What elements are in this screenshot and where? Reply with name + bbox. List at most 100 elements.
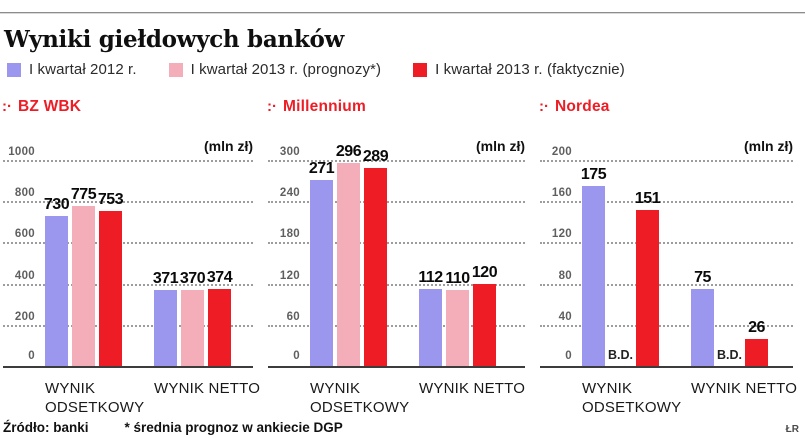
top-rule <box>0 12 805 14</box>
grid-line <box>3 283 253 286</box>
bar <box>45 215 68 366</box>
category-labels: WYNIK ODSETKOWY WYNIK NETTO <box>265 380 537 418</box>
bar-slot: 151 <box>635 138 661 366</box>
tick-label: 180 <box>279 228 300 241</box>
bar <box>636 210 659 366</box>
bar-group: 175 B.D. 151 <box>580 138 663 366</box>
panel-title: Nordea <box>555 98 610 115</box>
grid-line <box>540 324 793 327</box>
bar-value-label: 374 <box>206 268 233 286</box>
bar-slot: 112 <box>418 138 443 366</box>
chart-area: (mln zł) 1000 800 600 400 200 0 730 775 753 371 370… <box>0 138 265 368</box>
panel-header: :· BZ WBK <box>0 98 265 118</box>
tick-label: 0 <box>28 350 35 362</box>
bar-value-label: 730 <box>43 195 70 213</box>
legend-label: I kwartał 2012 r. <box>29 61 137 78</box>
bar-slot: 370 <box>180 138 206 366</box>
tick-label: 200 <box>551 146 572 158</box>
bar <box>310 179 333 366</box>
tick-label: 400 <box>14 269 35 282</box>
bar-slot: 26 <box>745 138 768 366</box>
bar <box>582 185 605 366</box>
grid-line <box>268 160 525 162</box>
bar <box>419 289 442 366</box>
footer: Źródło: banki * średnia prognoz w ankiec… <box>3 420 799 435</box>
legend-swatch-2013-forecast <box>168 62 183 77</box>
category-label: WYNIK NETTO <box>691 380 798 397</box>
bar-value-label: 296 <box>335 142 362 160</box>
chart-area: (mln zł) 200 160 120 80 40 0 175 B.D. 151 75 B.D. 26 <box>537 138 805 368</box>
source-note: Źródło: banki <box>3 420 89 435</box>
x-axis-baseline <box>540 366 793 368</box>
no-data-label: B.D. <box>717 348 742 362</box>
bar-value-label: 120 <box>471 263 498 281</box>
category-label: WYNIK NETTO <box>154 380 261 397</box>
bar-slot: 271 <box>308 138 335 366</box>
tick-label: 600 <box>14 228 35 241</box>
legend-item-2012: I kwartał 2012 r. <box>7 61 137 78</box>
panel-bullet-icon: :· <box>539 98 549 115</box>
credit-initials: ŁR <box>785 424 799 435</box>
bar-slot: 175 <box>580 138 607 366</box>
bar <box>337 162 360 366</box>
bar-value-label: 775 <box>70 186 97 204</box>
grid-line <box>268 324 525 327</box>
grid-line <box>3 201 253 204</box>
chart-panel-bz-wbk: :· BZ WBK (mln zł) 1000 800 600 400 200 0 730 775 7… <box>0 98 265 418</box>
category-label: WYNIK ODSETKOWY <box>45 380 145 416</box>
grid-line <box>268 201 525 204</box>
bar-value-label: 371 <box>152 269 179 287</box>
bar-slot: 775 <box>70 138 97 366</box>
chart-panel-nordea: :· Nordea (mln zł) 200 160 120 80 40 0 175 B.D. 151… <box>537 98 805 418</box>
tick-label: 200 <box>14 310 35 323</box>
grid-line <box>3 324 253 327</box>
grid-line <box>540 283 793 286</box>
no-data-label: B.D. <box>608 348 633 362</box>
category-label: WYNIK ODSETKOWY <box>310 380 410 416</box>
panel-bullet-icon: :· <box>267 98 277 115</box>
bar-group: 112 110 120 <box>418 138 500 366</box>
panel-bullet-icon: :· <box>2 98 12 115</box>
panel-header: :· Millennium <box>265 98 537 118</box>
bar-value-label: 289 <box>362 147 389 165</box>
bar-group: 271 296 289 <box>308 138 391 366</box>
bar-slot: 753 <box>98 138 124 366</box>
unit-label: (mln zł) <box>744 138 793 154</box>
bar-slot: B.D. <box>717 138 742 366</box>
grid-line <box>3 160 253 162</box>
tick-label: 120 <box>551 228 572 241</box>
bar-group: 730 775 753 <box>43 138 126 366</box>
bar-slot: 374 <box>206 138 233 366</box>
unit-label: (mln zł) <box>476 138 525 154</box>
legend-label: I kwartał 2013 r. (prognozy*) <box>190 61 382 78</box>
tick-label: 40 <box>558 310 572 323</box>
bar-slot: 110 <box>445 138 470 366</box>
bar-group: 371 370 374 <box>152 138 235 366</box>
tick-label: 240 <box>279 187 300 200</box>
page-title: Wyniki giełdowych banków <box>4 26 345 53</box>
legend-label: I kwartał 2013 r. (faktycznie) <box>435 61 625 78</box>
footnote: * średnia prognoz w ankiecie DGP <box>124 420 343 435</box>
category-labels: WYNIK ODSETKOWY WYNIK NETTO <box>537 380 805 418</box>
tick-label: 80 <box>558 269 572 282</box>
bar-group: 75 B.D. 26 <box>691 138 772 366</box>
tick-label: 800 <box>14 187 35 200</box>
bar-value-label: 26 <box>748 319 765 337</box>
bar <box>208 288 231 366</box>
x-axis-baseline <box>268 366 525 368</box>
chart-panel-millennium: :· Millennium (mln zł) 300 240 180 120 60 0 271 29… <box>265 98 537 418</box>
bar-slot: 75 <box>691 138 714 366</box>
bar-slot: 371 <box>152 138 179 366</box>
bar-value-label: 75 <box>694 268 711 286</box>
bar-value-label: 175 <box>580 165 607 183</box>
grid-line <box>3 242 253 245</box>
bar <box>446 290 469 366</box>
bar-slot: 730 <box>43 138 70 366</box>
bar-slot: 296 <box>335 138 362 366</box>
category-labels: WYNIK ODSETKOWY WYNIK NETTO <box>0 380 265 418</box>
bar-value-label: 112 <box>418 269 443 287</box>
chart-area: (mln zł) 300 240 180 120 60 0 271 296 289 112 110 12… <box>265 138 537 368</box>
charts-row: :· BZ WBK (mln zł) 1000 800 600 400 200 0 730 775 7… <box>0 98 805 418</box>
bar-value-label: 271 <box>308 159 335 177</box>
